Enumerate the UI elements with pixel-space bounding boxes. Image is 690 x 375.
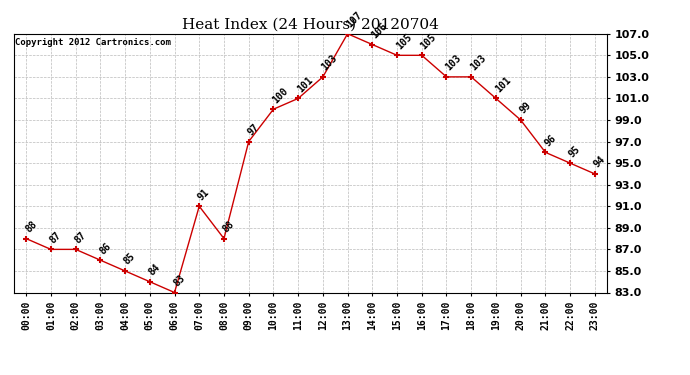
Text: 105: 105 [419, 32, 438, 51]
Text: 87: 87 [48, 230, 63, 245]
Text: 105: 105 [394, 32, 414, 51]
Text: 103: 103 [444, 53, 463, 73]
Text: 100: 100 [270, 86, 290, 105]
Text: 95: 95 [567, 144, 582, 159]
Text: 94: 94 [592, 154, 607, 170]
Text: 99: 99 [518, 100, 533, 116]
Text: 86: 86 [97, 241, 112, 256]
Text: 83: 83 [172, 273, 187, 288]
Text: 106: 106 [369, 21, 389, 40]
Text: Copyright 2012 Cartronics.com: Copyright 2012 Cartronics.com [15, 38, 171, 46]
Text: 103: 103 [469, 53, 488, 73]
Text: 85: 85 [122, 251, 137, 267]
Text: 88: 88 [23, 219, 39, 234]
Text: 101: 101 [493, 75, 513, 94]
Text: 97: 97 [246, 122, 261, 137]
Title: Heat Index (24 Hours) 20120704: Heat Index (24 Hours) 20120704 [182, 17, 439, 31]
Text: 101: 101 [295, 75, 315, 94]
Text: 107: 107 [345, 10, 364, 30]
Text: 103: 103 [320, 53, 339, 73]
Text: 87: 87 [72, 230, 88, 245]
Text: 84: 84 [147, 262, 162, 278]
Text: 88: 88 [221, 219, 237, 234]
Text: 96: 96 [542, 133, 558, 148]
Text: 91: 91 [197, 187, 212, 202]
